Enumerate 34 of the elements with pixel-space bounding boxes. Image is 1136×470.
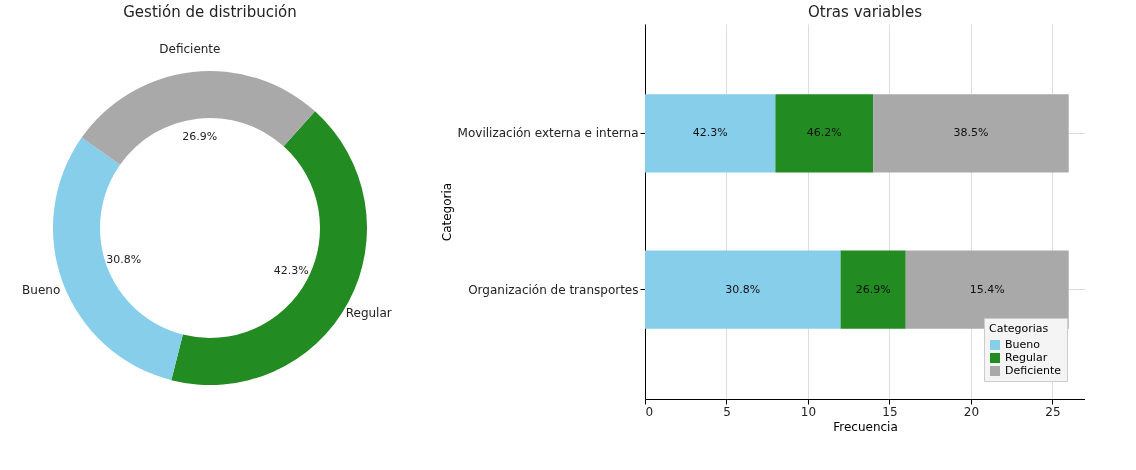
- slice-label: Bueno: [22, 283, 61, 298]
- slice-label: Deficiente: [159, 42, 221, 57]
- legend-label: Bueno: [1005, 338, 1041, 351]
- y-tick-label: Organización de transportes: [468, 282, 639, 297]
- legend-label: Deficiente: [1005, 364, 1062, 377]
- bar: [840, 250, 906, 329]
- x-tick-label: 5: [723, 404, 731, 419]
- donut-slice: [81, 71, 316, 165]
- x-tick-label: 15: [882, 404, 898, 419]
- y-axis-title: Categoria: [439, 182, 454, 242]
- data-label: 30.8%: [106, 252, 142, 266]
- annotation: 46.2%: [806, 126, 842, 140]
- annotation: 30.8%: [725, 282, 761, 296]
- annotation: 38.5%: [953, 126, 989, 140]
- y-tick-label: Movilización externa e interna: [457, 126, 639, 141]
- chart-title: Otras variables: [808, 3, 923, 21]
- annotation: 26.9%: [855, 282, 891, 296]
- legend-title: Categorias: [989, 322, 1049, 335]
- x-tick-label: 20: [963, 404, 980, 419]
- bar: [645, 250, 841, 329]
- x-tick-label: 10: [800, 404, 817, 419]
- slice-label: Regular: [345, 305, 392, 320]
- legend-label: Regular: [1005, 351, 1048, 364]
- x-axis-title: Frecuencia: [833, 419, 898, 434]
- x-tick-label: 25: [1045, 404, 1061, 419]
- annotation: 42.3%: [692, 126, 728, 140]
- bar: [775, 94, 874, 173]
- x-tick-label: 0: [645, 404, 654, 419]
- data-label: 26.9%: [182, 129, 218, 143]
- chart-title: Gestión de distribución: [123, 3, 297, 21]
- bar: [873, 94, 1069, 173]
- annotation: 15.4%: [969, 282, 1005, 296]
- bar: [645, 94, 776, 173]
- data-label: 42.3%: [273, 264, 309, 278]
